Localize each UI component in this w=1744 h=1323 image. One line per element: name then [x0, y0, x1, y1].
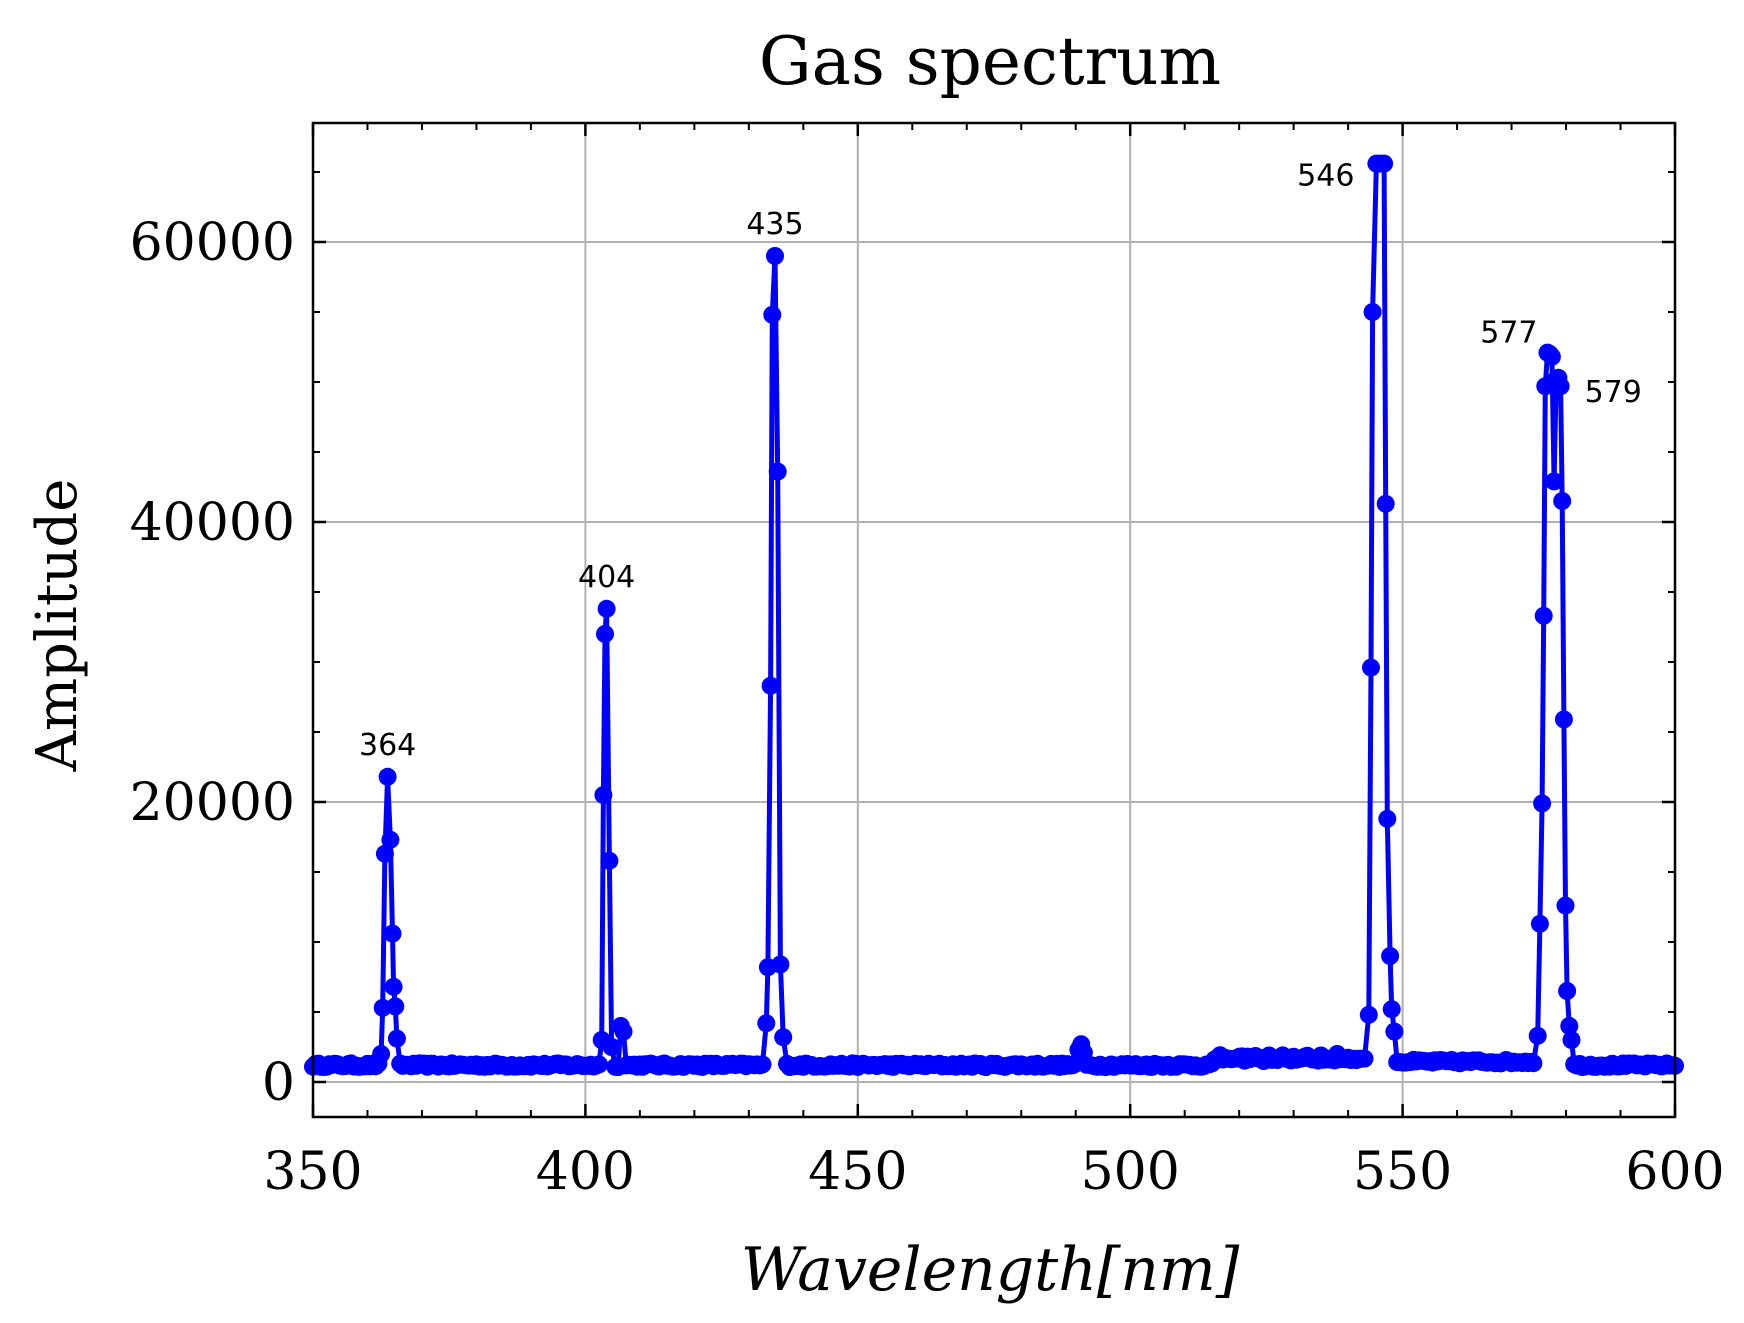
data-point — [1359, 1005, 1378, 1024]
data-point — [375, 844, 394, 863]
peak-label: 404 — [578, 560, 635, 595]
peak-label: 577 — [1480, 316, 1537, 351]
x-tick-label: 500 — [1081, 1142, 1180, 1202]
data-point — [378, 767, 397, 786]
data-point — [1355, 1049, 1374, 1068]
data-point — [590, 1055, 608, 1074]
x-tick-label: 350 — [263, 1142, 362, 1202]
x-tick-label: 450 — [808, 1142, 907, 1202]
data-point — [1524, 1054, 1543, 1073]
peak-annotations: 364 404 435 546 577 579 — [359, 159, 1642, 763]
data-point — [1556, 896, 1575, 915]
x-axis-label: Wavelength[nm] — [741, 1235, 1240, 1305]
data-point — [1381, 947, 1400, 965]
x-tick-label: 600 — [1625, 1142, 1724, 1202]
data-point — [1560, 1017, 1579, 1035]
data-point — [372, 1045, 391, 1063]
data-point — [1375, 154, 1394, 173]
y-tick-label: 20000 — [130, 773, 295, 833]
data-point — [1542, 347, 1561, 366]
peak-label: 435 — [746, 207, 803, 242]
data-point — [761, 676, 780, 695]
data-point — [1382, 1000, 1401, 1019]
data-point — [774, 1028, 793, 1047]
peak-label: 364 — [359, 728, 416, 763]
series-spectrum — [304, 154, 1684, 1076]
grid-lines — [313, 123, 1675, 1117]
axis-tick-labels: 350 400 450 500 550 600 0 20000 40000 60000 — [130, 213, 1725, 1202]
data-point — [602, 1038, 621, 1056]
data-point — [1528, 1026, 1547, 1045]
data-point — [1545, 472, 1564, 491]
y-axis-label: Amplitude — [25, 479, 90, 773]
data-point — [768, 462, 787, 481]
data-point — [1530, 914, 1549, 933]
data-point — [594, 786, 613, 804]
data-point — [771, 955, 790, 974]
data-point — [1385, 1022, 1404, 1041]
data-point — [1554, 710, 1573, 729]
data-point — [757, 1014, 776, 1033]
data-point — [1378, 809, 1397, 828]
plot-frame — [311, 121, 1677, 1119]
data-point — [1558, 982, 1577, 1000]
y-tick-label: 40000 — [130, 493, 295, 553]
data-point — [384, 977, 403, 996]
data-point — [753, 1055, 772, 1074]
data-point — [597, 599, 616, 618]
plot-border — [311, 121, 1677, 1119]
y-tick-label: 0 — [262, 1053, 295, 1113]
data-point — [1553, 492, 1572, 510]
data-point — [763, 305, 782, 324]
data-point — [387, 1029, 406, 1048]
peak-label: 546 — [1297, 159, 1354, 194]
data-point — [1562, 1031, 1581, 1049]
data-point — [383, 924, 402, 943]
data-point — [1534, 606, 1553, 625]
x-tick-label: 550 — [1353, 1142, 1452, 1202]
x-tick-label: 400 — [536, 1142, 635, 1202]
data-point — [381, 830, 400, 849]
series-line — [311, 161, 1676, 1070]
data-point — [386, 997, 405, 1016]
data-point — [614, 1022, 633, 1041]
data-point — [1363, 303, 1382, 321]
data-point — [766, 247, 784, 265]
chart-title: Gas spectrum — [759, 23, 1221, 100]
axis-ticks — [311, 123, 1677, 1117]
data-point — [1551, 377, 1570, 396]
data-point — [600, 851, 619, 870]
data-point — [1376, 494, 1395, 513]
data-point — [1362, 658, 1380, 677]
data-point — [596, 625, 614, 643]
y-tick-label: 60000 — [130, 213, 295, 273]
data-point — [1533, 794, 1552, 813]
peak-label: 579 — [1585, 375, 1642, 410]
